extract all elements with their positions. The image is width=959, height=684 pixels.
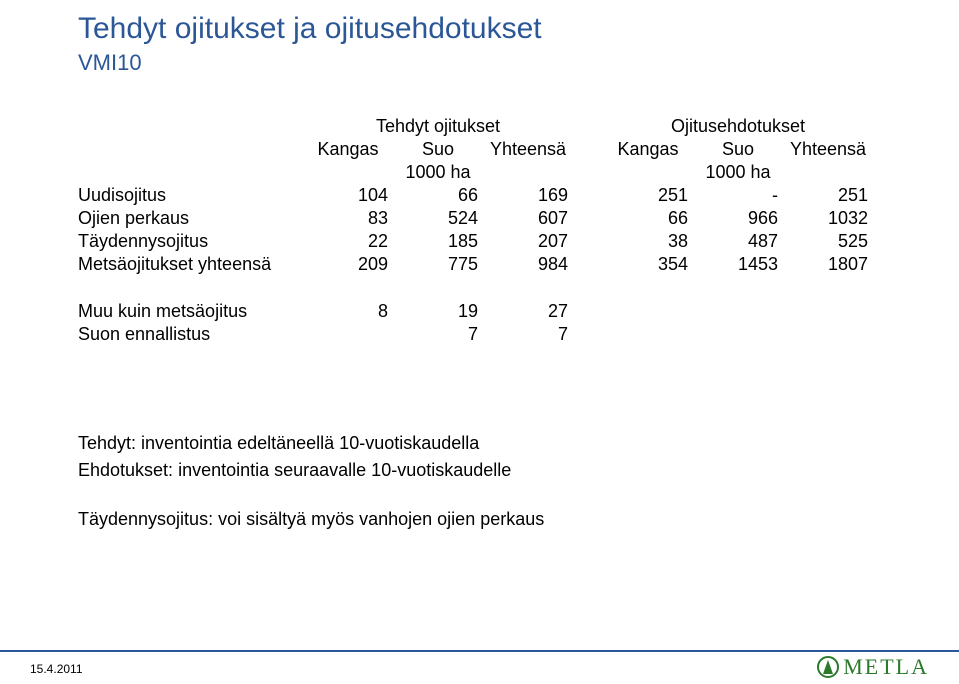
cell: 487 <box>698 230 788 253</box>
cell: 83 <box>308 207 398 230</box>
cell: 27 <box>488 300 578 323</box>
cell: 251 <box>788 184 878 207</box>
cell: 66 <box>608 207 698 230</box>
slide: Tehdyt ojitukset ja ojitusehdotukset VMI… <box>0 0 959 684</box>
cell: 22 <box>308 230 398 253</box>
row-label: Täydennysojitus <box>78 230 308 253</box>
table-row: Täydennysojitus 22 185 207 38 487 525 <box>78 230 878 253</box>
table-row: Suon ennallistus 7 7 <box>78 323 878 346</box>
footer-date: 15.4.2011 <box>30 662 83 676</box>
col-header: Suo <box>398 138 488 161</box>
note-line: Tehdyt: inventointia edeltäneellä 10-vuo… <box>78 430 544 457</box>
cell: 7 <box>488 323 578 346</box>
row-label: Muu kuin metsäojitus <box>78 300 308 323</box>
row-label: Uudisojitus <box>78 184 308 207</box>
col-header: Kangas <box>608 138 698 161</box>
footer: 15.4.2011 METLA <box>0 650 959 684</box>
col-header: Suo <box>698 138 788 161</box>
unit-row: 1000 ha 1000 ha <box>78 161 878 184</box>
cell: 7 <box>398 323 488 346</box>
main-table: Tehdyt ojitukset Ojitusehdotukset Kangas… <box>78 115 878 276</box>
cell: 1032 <box>788 207 878 230</box>
unit-right: 1000 ha <box>608 161 878 184</box>
logo-text: METLA <box>843 654 929 680</box>
cell: 209 <box>308 253 398 276</box>
notes: Tehdyt: inventointia edeltäneellä 10-vuo… <box>78 430 544 533</box>
cell: 1807 <box>788 253 878 276</box>
cell: 607 <box>488 207 578 230</box>
cell: 207 <box>488 230 578 253</box>
row-label: Metsäojitukset yhteensä <box>78 253 308 276</box>
cell: 1453 <box>698 253 788 276</box>
cell: - <box>698 184 788 207</box>
footer-logo: METLA <box>817 654 929 680</box>
cell: 8 <box>308 300 398 323</box>
col-header: Yhteensä <box>788 138 878 161</box>
cell: 185 <box>398 230 488 253</box>
cell <box>308 323 398 346</box>
cell: 775 <box>398 253 488 276</box>
cell: 354 <box>608 253 698 276</box>
table-row: Metsäojitukset yhteensä 209 775 984 354 … <box>78 253 878 276</box>
cell: 525 <box>788 230 878 253</box>
note-line: Ehdotukset: inventointia seuraavalle 10-… <box>78 457 544 484</box>
column-header-row: Kangas Suo Yhteensä Kangas Suo Yhteensä <box>78 138 878 161</box>
cell: 169 <box>488 184 578 207</box>
group-header-right: Ojitusehdotukset <box>608 115 878 138</box>
col-header: Kangas <box>308 138 398 161</box>
row-label: Suon ennallistus <box>78 323 308 346</box>
table-row: Muu kuin metsäojitus 8 19 27 <box>78 300 878 323</box>
cell: 524 <box>398 207 488 230</box>
cell: 66 <box>398 184 488 207</box>
row-label: Ojien perkaus <box>78 207 308 230</box>
cell: 38 <box>608 230 698 253</box>
group-header-left: Tehdyt ojitukset <box>308 115 578 138</box>
extra-table: Muu kuin metsäojitus 8 19 27 Suon ennall… <box>78 300 878 346</box>
unit-left: 1000 ha <box>308 161 578 184</box>
tree-icon <box>817 656 839 678</box>
cell: 984 <box>488 253 578 276</box>
col-header: Yhteensä <box>488 138 578 161</box>
cell: 966 <box>698 207 788 230</box>
cell: 104 <box>308 184 398 207</box>
group-header-row: Tehdyt ojitukset Ojitusehdotukset <box>78 115 878 138</box>
table-row: Uudisojitus 104 66 169 251 - 251 <box>78 184 878 207</box>
table-row: Ojien perkaus 83 524 607 66 966 1032 <box>78 207 878 230</box>
page-subtitle: VMI10 <box>78 50 142 76</box>
cell: 251 <box>608 184 698 207</box>
page-title: Tehdyt ojitukset ja ojitusehdotukset <box>78 12 542 46</box>
cell: 19 <box>398 300 488 323</box>
note-line: Täydennysojitus: voi sisältyä myös vanho… <box>78 506 544 533</box>
